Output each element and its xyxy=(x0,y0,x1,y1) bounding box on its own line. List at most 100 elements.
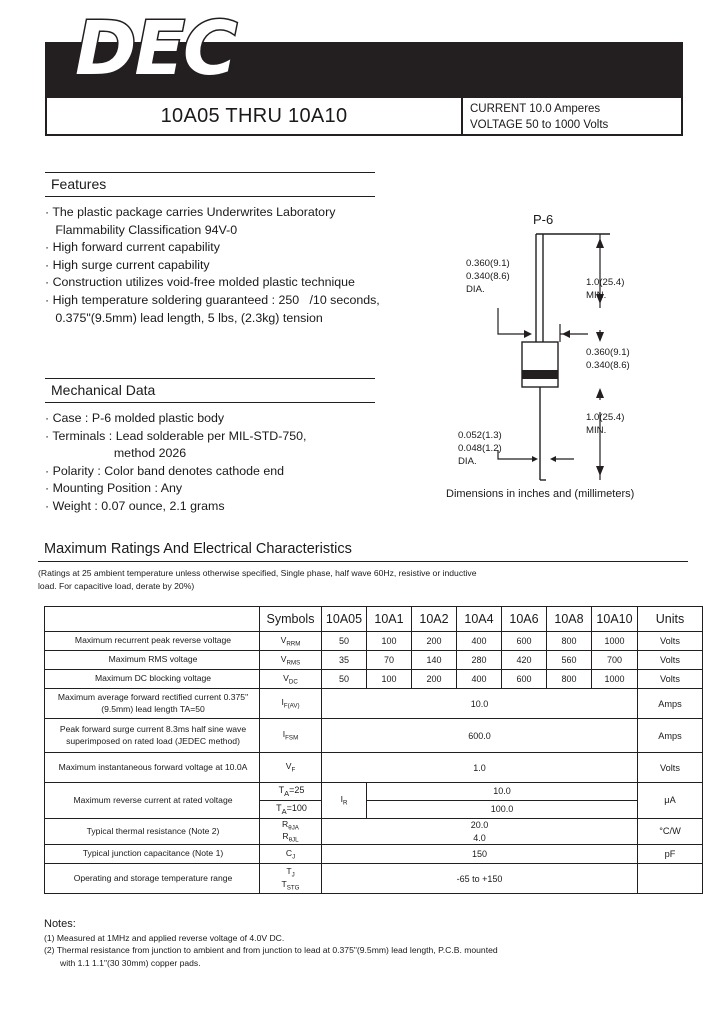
table-row: Maximum instantaneous forward voltage at… xyxy=(44,752,703,783)
mechanical-data-section: Mechanical Data · Case : P-6 molded plas… xyxy=(45,378,375,516)
symbol-sub: J xyxy=(292,853,296,861)
table-row: Peak forward surge current 8.3ms half si… xyxy=(44,718,703,753)
symbol-sub: θJA xyxy=(288,824,299,832)
part-number-range: 10A05 THRU 10A10 xyxy=(47,98,463,134)
header-symbols: Symbols xyxy=(259,606,322,632)
header-10a8: 10A8 xyxy=(546,606,592,632)
row-desc: Operating and storage temperature range xyxy=(44,863,260,895)
symbol-sub: DC xyxy=(288,678,298,686)
ratings-conditions: (Ratings at 25 ambient temperature unles… xyxy=(38,568,477,591)
ratings-heading-text: Maximum Ratings And Electrical Character… xyxy=(44,541,352,557)
table-row: Maximum recurrent peak reverse voltage V… xyxy=(44,631,703,651)
list-item: · Construction utilizes void-free molded… xyxy=(45,275,355,290)
package-diagram-svg xyxy=(497,233,610,481)
features-list: · The plastic package carries Underwrite… xyxy=(45,204,380,327)
symbol-main: I xyxy=(282,729,286,740)
row-value: 35 xyxy=(321,650,367,670)
features-heading-text: Features xyxy=(51,176,107,192)
ratings-summary: CURRENT 10.0 Amperes VOLTAGE 50 to 1000 … xyxy=(463,98,681,134)
row-value: 1000 xyxy=(591,631,638,651)
row-value: 600 xyxy=(501,631,547,651)
table-row: Operating and storage temperature range … xyxy=(44,863,703,895)
row-unit: Volts xyxy=(637,669,703,689)
symbol-sub: RMS xyxy=(286,659,301,667)
symbol-tstg: TSTG xyxy=(281,878,300,892)
row-symbol: VRRM xyxy=(259,631,322,651)
row-value-span: 600.0 xyxy=(321,718,638,753)
cond-rest: =25 xyxy=(289,785,305,795)
row-value: 600 xyxy=(501,669,547,689)
bottom-lead-length-dim: 1.0(25.4) MIN. xyxy=(586,412,625,436)
condition-cell: TA=100 xyxy=(259,799,322,819)
mechanical-list: · Case : P-6 molded plastic body · Termi… xyxy=(45,410,375,516)
row-unit: pF xyxy=(637,844,703,865)
symbol-main: C xyxy=(285,847,293,858)
note-1: (1) Measured at 1MHz and applied reverse… xyxy=(44,933,285,943)
header-10a6: 10A6 xyxy=(501,606,547,632)
row-unit: Amps xyxy=(637,718,703,753)
symbol-main: R xyxy=(282,818,289,829)
body-diameter-dim: 0.360(9.1) 0.340(8.6) xyxy=(586,347,630,371)
row-desc: Peak forward surge current 8.3ms half si… xyxy=(44,718,260,753)
cathode-band xyxy=(522,370,558,379)
cond-sub: A xyxy=(281,806,287,816)
table-row: RθJL 4.0 xyxy=(45,831,703,846)
row-value: 1000 xyxy=(591,669,638,689)
symbol-sub: RRM xyxy=(286,640,301,648)
row-unit: Volts xyxy=(637,752,703,783)
ratings-section-header: Maximum Ratings And Electrical Character… xyxy=(38,538,688,593)
symbol-main: V xyxy=(280,653,287,664)
list-item: · Weight : 0.07 ounce, 2.1 grams xyxy=(45,499,225,514)
row-symbol: IF(AV) xyxy=(259,688,322,719)
row-symbol: RθJL xyxy=(259,831,322,846)
row-value: 400 xyxy=(456,669,502,689)
voltage-rating: VOLTAGE 50 to 1000 Volts xyxy=(470,119,609,131)
symbol-tj: TTJJ xyxy=(286,865,295,879)
row-symbol: VRMS xyxy=(259,650,322,670)
cond-main: T xyxy=(278,785,285,795)
row-value: 50 xyxy=(321,669,367,689)
list-item: · Terminals : Lead solderable per MIL-ST… xyxy=(45,428,307,461)
symbol-main: V xyxy=(280,634,287,645)
row-symbol: CJ xyxy=(259,844,322,865)
symbol-main: I xyxy=(340,793,343,804)
row-value: 800 xyxy=(546,631,592,651)
symbol-main: R xyxy=(282,831,289,842)
note-2-continued: with 1.1 1.1"(30 30mm) copper pads. xyxy=(60,957,201,968)
row-value-span: 1.0 xyxy=(321,752,638,783)
row-desc: Maximum reverse current at rated voltage xyxy=(44,782,260,819)
row-value-span: 150 xyxy=(321,844,638,865)
row-value: 140 xyxy=(411,650,457,670)
list-item: · Case : P-6 molded plastic body xyxy=(45,411,225,425)
row-unit: Volts xyxy=(637,650,703,670)
table-row: Maximum DC blocking voltage VDC 50 100 2… xyxy=(44,669,703,689)
row-desc: Typical thermal resistance (Note 2) xyxy=(44,817,260,846)
row-symbol: RθJA xyxy=(259,817,322,832)
row-value-span: -65 to +150 xyxy=(321,863,638,895)
table-row: Maximum average forward rectified curren… xyxy=(44,688,703,719)
table-row: Maximum RMS voltage VRMS 35 70 140 280 4… xyxy=(44,650,703,670)
list-item: · Mounting Position : Any xyxy=(45,481,183,496)
cond-main: T xyxy=(276,802,282,813)
row-value: 200 xyxy=(411,669,457,689)
features-section: Features · The plastic package carries U… xyxy=(45,172,380,327)
ratings-heading: Maximum Ratings And Electrical Character… xyxy=(38,538,688,562)
symbol-main: V xyxy=(285,761,292,772)
row-desc: Maximum instantaneous forward voltage at… xyxy=(44,752,260,783)
header-blank xyxy=(44,606,260,632)
row-desc: Typical junction capacitance (Note 1) xyxy=(44,844,260,865)
dimensions-caption: Dimensions in inches and (millimeters) xyxy=(446,488,635,500)
mechanical-heading: Mechanical Data xyxy=(45,378,375,403)
symbol-sub: FSM xyxy=(285,734,299,742)
bottom-lead-diameter-dim: 0.052(1.3) 0.048(1.2) DIA. xyxy=(458,430,502,467)
row-value: 70 xyxy=(366,650,412,670)
row-value-span: 10.0 xyxy=(366,782,638,801)
list-item: · High surge current capability xyxy=(45,257,210,272)
row-unit xyxy=(637,863,703,895)
row-unit: °C/W xyxy=(637,817,703,846)
symbol-main: V xyxy=(283,672,289,683)
header-10a4: 10A4 xyxy=(456,606,502,632)
table-header-row: Symbols 10A05 10A1 10A2 10A4 10A6 10A8 1… xyxy=(44,606,703,632)
row-value: 50 xyxy=(321,631,367,651)
